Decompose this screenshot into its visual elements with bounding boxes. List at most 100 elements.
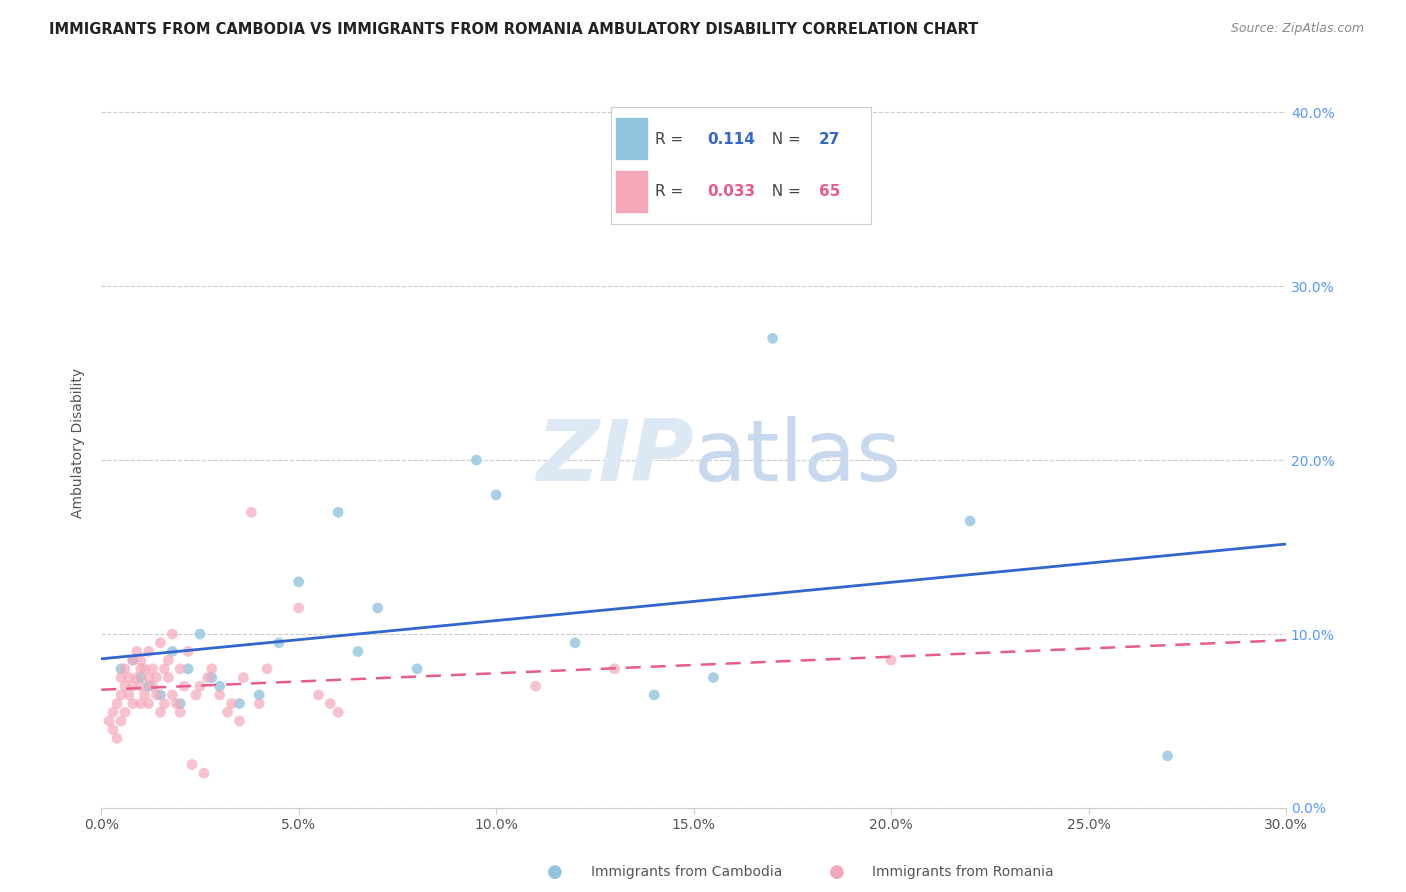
Point	[125, 671, 148, 685]
Point	[142, 662, 165, 676]
Point	[121, 697, 143, 711]
Point	[287, 601, 309, 615]
Point	[267, 636, 290, 650]
Point	[240, 505, 263, 519]
Y-axis label: Ambulatory Disability: Ambulatory Disability	[72, 368, 86, 517]
Point	[142, 679, 165, 693]
Point	[603, 662, 626, 676]
Point	[328, 505, 350, 519]
Point	[1156, 748, 1178, 763]
Point	[188, 679, 211, 693]
Point	[228, 697, 250, 711]
Point	[247, 688, 270, 702]
Point	[101, 706, 124, 720]
Point	[98, 714, 121, 728]
Point	[114, 662, 136, 676]
Point	[307, 688, 329, 702]
Point	[643, 688, 665, 702]
Text: Immigrants from Romania: Immigrants from Romania	[872, 865, 1053, 880]
Point	[702, 671, 724, 685]
Point	[157, 671, 180, 685]
Point	[328, 706, 350, 720]
Point	[208, 679, 231, 693]
Point	[101, 723, 124, 737]
Point	[162, 627, 184, 641]
Point	[149, 706, 172, 720]
Point	[221, 697, 243, 711]
Point	[197, 671, 219, 685]
Point	[880, 653, 903, 667]
Point	[188, 627, 211, 641]
Text: atlas: atlas	[693, 416, 901, 499]
Point	[959, 514, 981, 528]
Point	[173, 679, 195, 693]
Point	[129, 697, 152, 711]
Point	[193, 766, 215, 780]
Point	[347, 644, 370, 658]
Point	[181, 757, 204, 772]
Point	[118, 688, 141, 702]
Point	[406, 662, 429, 676]
Text: ZIP: ZIP	[536, 416, 693, 499]
Point	[201, 662, 224, 676]
Point	[485, 488, 508, 502]
Point	[217, 706, 239, 720]
Point	[125, 644, 148, 658]
Point	[524, 679, 547, 693]
Point	[177, 662, 200, 676]
Text: Source: ZipAtlas.com: Source: ZipAtlas.com	[1230, 22, 1364, 36]
Text: ●: ●	[828, 863, 845, 881]
Text: IMMIGRANTS FROM CAMBODIA VS IMMIGRANTS FROM ROMANIA AMBULATORY DISABILITY CORREL: IMMIGRANTS FROM CAMBODIA VS IMMIGRANTS F…	[49, 22, 979, 37]
Point	[105, 731, 128, 746]
Point	[129, 662, 152, 676]
Point	[138, 679, 160, 693]
Point	[162, 644, 184, 658]
Point	[118, 671, 141, 685]
Point	[145, 688, 167, 702]
Point	[149, 636, 172, 650]
Text: ●: ●	[547, 863, 564, 881]
Point	[247, 697, 270, 711]
Point	[134, 688, 156, 702]
Point	[110, 671, 132, 685]
Point	[228, 714, 250, 728]
Text: Immigrants from Cambodia: Immigrants from Cambodia	[591, 865, 782, 880]
Point	[169, 662, 191, 676]
Point	[129, 653, 152, 667]
Point	[138, 644, 160, 658]
Point	[367, 601, 389, 615]
Point	[110, 662, 132, 676]
Point	[762, 331, 785, 345]
Point	[232, 671, 254, 685]
Point	[169, 697, 191, 711]
Point	[121, 653, 143, 667]
Point	[110, 688, 132, 702]
Point	[105, 697, 128, 711]
Point	[149, 688, 172, 702]
Point	[256, 662, 278, 676]
Point	[138, 697, 160, 711]
Point	[153, 662, 176, 676]
Point	[114, 679, 136, 693]
Point	[121, 653, 143, 667]
Point	[121, 679, 143, 693]
Point	[145, 671, 167, 685]
Point	[169, 706, 191, 720]
Point	[184, 688, 207, 702]
Point	[134, 662, 156, 676]
Point	[110, 714, 132, 728]
Point	[162, 688, 184, 702]
Point	[138, 671, 160, 685]
Point	[177, 644, 200, 658]
Point	[129, 679, 152, 693]
Point	[208, 688, 231, 702]
Point	[201, 671, 224, 685]
Point	[287, 574, 309, 589]
Point	[114, 706, 136, 720]
Point	[153, 697, 176, 711]
Point	[319, 697, 342, 711]
Point	[165, 697, 187, 711]
Point	[157, 653, 180, 667]
Point	[129, 671, 152, 685]
Point	[564, 636, 586, 650]
